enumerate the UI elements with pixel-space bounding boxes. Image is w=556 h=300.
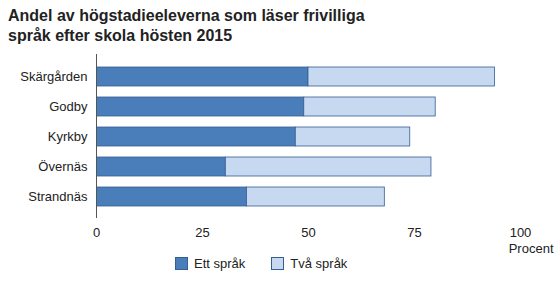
svg-text:50: 50 bbox=[301, 225, 315, 240]
html-text:Ett språk: Ett språk bbox=[194, 256, 246, 271]
svg-text:0: 0 bbox=[93, 225, 100, 240]
svg-text:Procent: Procent bbox=[509, 241, 554, 256]
svg-text:Övernäs: Övernäs bbox=[38, 159, 88, 174]
svg-text:Godby: Godby bbox=[49, 99, 88, 114]
svg-text:25: 25 bbox=[195, 225, 209, 240]
svg-text:100: 100 bbox=[510, 225, 532, 240]
svg-text:Strandnäs: Strandnäs bbox=[28, 189, 88, 204]
svg-text:Kyrkby: Kyrkby bbox=[48, 129, 88, 144]
html-text:Två språk: Två språk bbox=[290, 256, 348, 271]
html-text:Andel av högstadieeleverna som: Andel av högstadieeleverna som läser fri… bbox=[8, 7, 365, 44]
svg-text:Skärgården: Skärgården bbox=[20, 69, 87, 84]
svg-text:75: 75 bbox=[407, 225, 421, 240]
